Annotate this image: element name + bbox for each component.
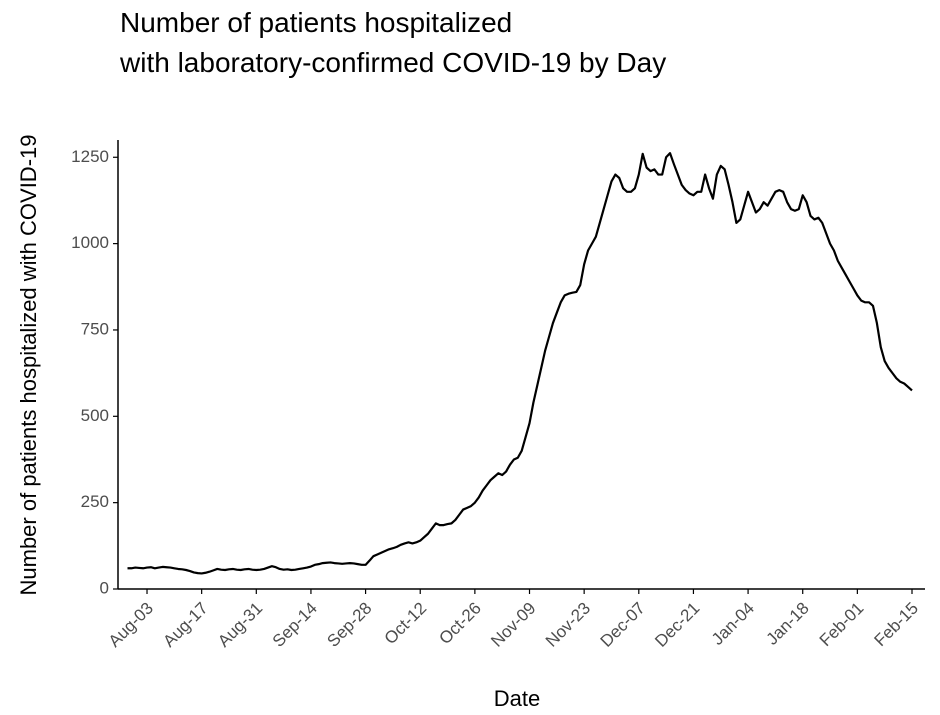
y-tick-label: 750: [81, 319, 109, 338]
x-tick-label: Nov-23: [542, 599, 594, 651]
y-axis-title: Number of patients hospitalized with COV…: [16, 135, 41, 596]
x-tick-label: Aug-17: [159, 599, 211, 651]
x-tick-label: Oct-12: [381, 599, 431, 649]
x-tick-label: Feb-15: [870, 599, 922, 651]
y-tick-label: 500: [81, 406, 109, 425]
x-tick-label: Feb-01: [816, 599, 868, 651]
x-axis-title: Date: [494, 686, 540, 711]
y-tick-label: 1000: [71, 233, 109, 252]
x-tick-label: Aug-03: [105, 599, 157, 651]
y-tick-label: 250: [81, 492, 109, 511]
chart-title-line: Number of patients hospitalized: [120, 7, 512, 38]
y-tick-label: 1250: [71, 147, 109, 166]
y-tick-label: 0: [100, 578, 109, 597]
x-tick-label: Nov-09: [487, 599, 539, 651]
chart-title-line: with laboratory-confirmed COVID-19 by Da…: [119, 47, 666, 78]
x-tick-label: Aug-31: [214, 599, 266, 651]
x-tick-label: Sep-28: [323, 599, 375, 651]
x-tick-label: Oct-26: [435, 599, 485, 649]
x-tick-label: Jan-18: [763, 599, 813, 649]
data-line: [127, 152, 913, 575]
x-tick-label: Dec-07: [597, 599, 649, 651]
x-tick-label: Jan-04: [708, 599, 758, 649]
x-tick-label: Dec-21: [651, 599, 703, 651]
x-tick-label: Sep-14: [269, 599, 321, 651]
